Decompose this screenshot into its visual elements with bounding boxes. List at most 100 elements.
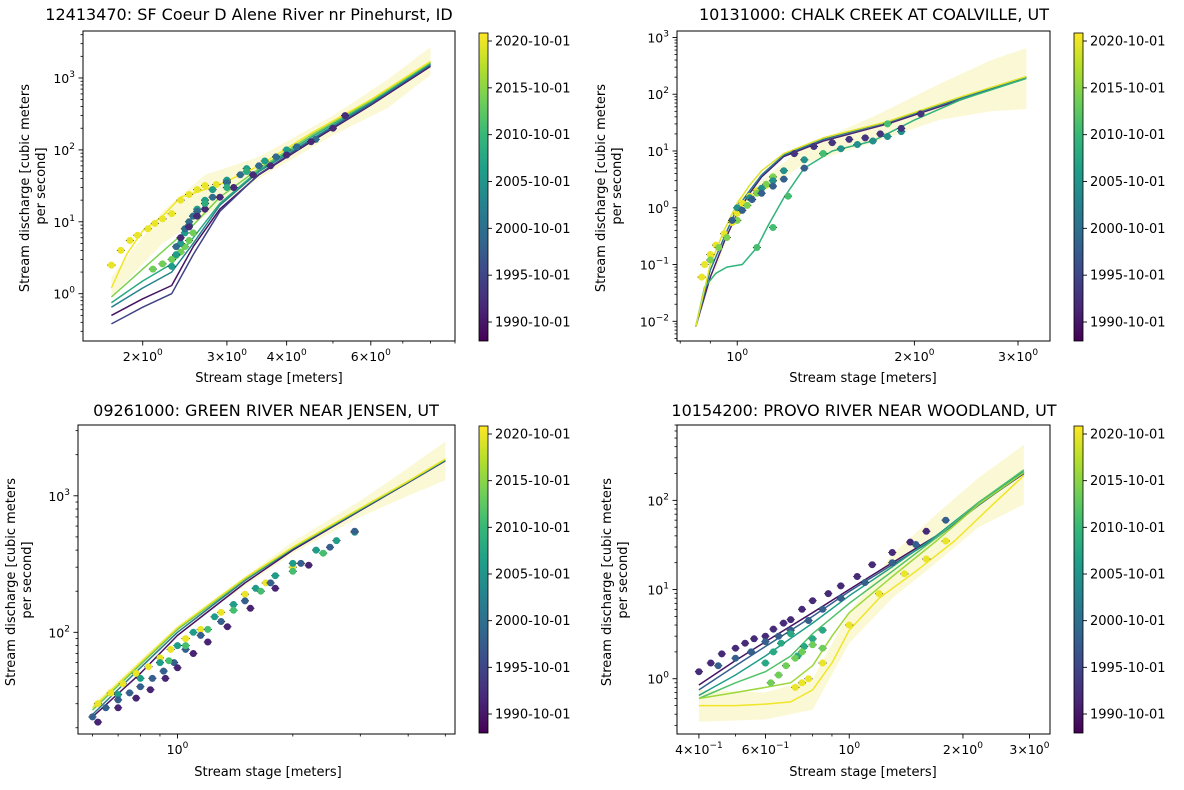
data-point	[209, 186, 217, 194]
fit-curve-3	[694, 75, 1027, 327]
y-axis-label-line1: Stream discharge [cubic meters	[594, 84, 609, 292]
data-point	[189, 229, 197, 237]
data-point	[189, 628, 197, 636]
data-point	[780, 175, 788, 183]
data-point	[212, 181, 220, 189]
colorbar-gradient	[478, 425, 489, 734]
fit-curve-0	[111, 65, 431, 317]
data-point	[791, 683, 799, 691]
x-tick-label: 4×100	[267, 348, 307, 364]
data-point	[167, 645, 175, 653]
y-ticks: 100 101 102	[647, 424, 677, 726]
data-point	[853, 141, 861, 149]
data-point	[319, 549, 327, 557]
data-point	[707, 659, 715, 667]
data-point	[126, 689, 134, 697]
colorbar-label: 2000-10-01	[495, 614, 571, 629]
data-point	[201, 182, 209, 190]
data-point	[211, 613, 219, 621]
chart-panel-coalville: 10131000: CHALK CREEK AT COALVILLE, UT 1…	[594, 5, 1166, 386]
data-point	[230, 184, 238, 192]
data-point	[748, 196, 756, 204]
data-point	[819, 150, 827, 158]
axes-frame	[82, 30, 456, 342]
band-area	[698, 444, 1024, 722]
x-tick-label: 6×100	[351, 348, 391, 364]
data-point	[168, 210, 176, 218]
data-point	[261, 157, 269, 165]
data-point	[883, 133, 891, 141]
observation-points	[107, 112, 350, 273]
colorbar-label: 1990-10-01	[495, 316, 571, 331]
data-point	[293, 143, 301, 151]
data-point	[136, 683, 144, 691]
fit-curve-4	[698, 471, 1025, 700]
x-tick-label: 100	[726, 348, 748, 364]
y-ticks: 102 103	[48, 430, 78, 729]
data-point	[706, 256, 714, 264]
data-point	[800, 164, 808, 172]
data-point	[869, 137, 877, 145]
y-axis-label-line2: per second]	[20, 541, 35, 618]
y-tick-label: 100	[647, 671, 669, 687]
fit-curve-2	[111, 63, 431, 308]
x-tick-label: 3×100	[1009, 741, 1049, 757]
data-point	[791, 654, 799, 662]
data-point	[897, 124, 905, 132]
y-tick-label: 100	[53, 286, 75, 302]
data-point	[197, 631, 205, 639]
data-point	[94, 718, 102, 726]
chart-title: 09261000: GREEN RIVER NEAR JENSEN, UT	[93, 401, 439, 420]
data-point	[837, 145, 845, 153]
data-point	[868, 561, 876, 569]
confidence-band	[698, 444, 1024, 722]
colorbar-label: 2020-10-01	[1090, 35, 1166, 50]
data-point	[193, 186, 201, 194]
data-point	[168, 255, 176, 263]
data-point	[698, 273, 706, 281]
data-point	[89, 713, 97, 721]
observation-points	[697, 110, 925, 281]
y-axis-label: Stream discharge [cubic meters per secon…	[594, 80, 625, 292]
data-point	[117, 246, 125, 254]
y-tick-label: 101	[53, 214, 75, 230]
data-point	[782, 662, 790, 670]
data-point	[272, 153, 280, 161]
data-point	[715, 244, 723, 252]
data-point	[216, 193, 224, 201]
data-point	[174, 664, 182, 672]
data-point	[236, 171, 244, 179]
colorbar-label: 2020-10-01	[1090, 428, 1166, 443]
data-point	[283, 151, 291, 159]
data-point	[185, 237, 193, 245]
chart-panel-pinehurst: 12413470: SF Coeur D Alene River nr Pine…	[18, 5, 571, 386]
colorbar-label: 1995-10-01	[495, 269, 571, 284]
data-point	[201, 199, 209, 207]
data-point	[828, 139, 836, 147]
plot-area	[88, 441, 446, 726]
data-point	[738, 206, 746, 214]
data-point	[249, 171, 257, 179]
data-point	[145, 663, 153, 671]
colorbar: 1990-10-01 1995-10-01 2000-10-01 2005-10-01…	[478, 425, 571, 734]
data-point	[217, 608, 225, 616]
data-point	[861, 134, 869, 142]
data-point	[798, 679, 806, 687]
data-point	[182, 642, 190, 650]
data-point	[780, 167, 788, 175]
data-point	[809, 641, 817, 649]
data-point	[134, 231, 142, 239]
data-point	[845, 621, 853, 629]
data-point	[767, 679, 775, 687]
data-point	[230, 606, 238, 614]
colorbar-label: 2015-10-01	[495, 81, 571, 96]
data-point	[332, 537, 340, 545]
data-point	[241, 597, 249, 605]
data-point	[701, 260, 709, 268]
x-tick-label: 4×10−1	[675, 741, 723, 757]
y-tick-label: 10−2	[640, 313, 669, 329]
chart-panel-jensen: 09261000: GREEN RIVER NEAR JENSEN, UT 10…	[4, 401, 571, 780]
data-point	[741, 639, 749, 647]
data-point	[172, 243, 180, 251]
